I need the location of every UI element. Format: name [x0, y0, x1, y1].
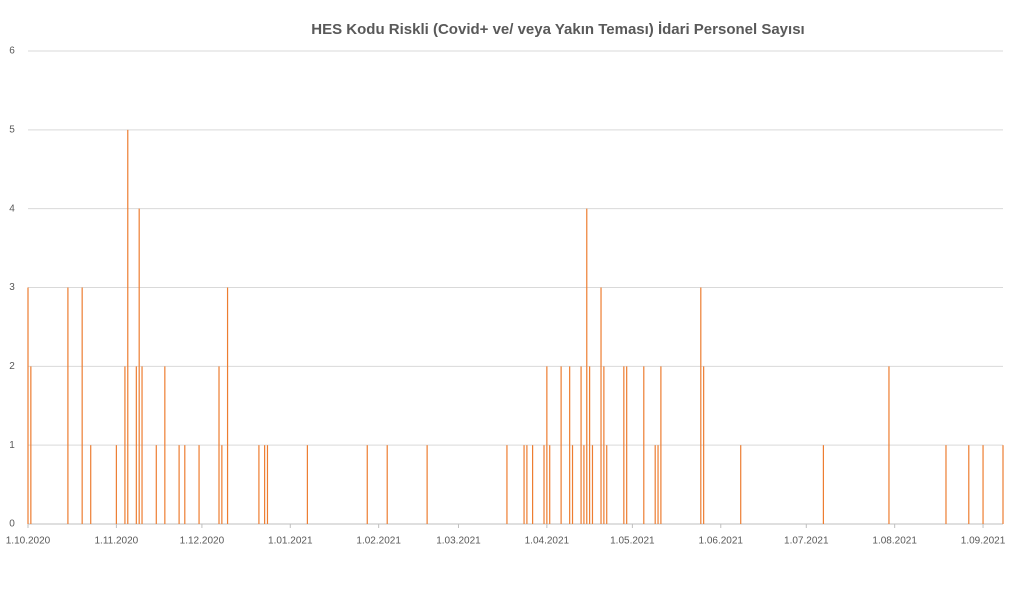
x-tick-label: 1.06.2021: [699, 536, 744, 547]
x-tick-label: 1.05.2021: [610, 536, 655, 547]
chart-title: HES Kodu Riskli (Covid+ ve/ veya Yakın T…: [311, 21, 804, 38]
x-tick-label: 1.04.2021: [525, 536, 570, 547]
y-tick-label: 6: [9, 46, 15, 57]
x-tick-label: 1.02.2021: [356, 536, 401, 547]
x-tick-label: 1.10.2020: [6, 536, 51, 547]
x-tick-label: 1.01.2021: [268, 536, 313, 547]
x-tick-label: 1.03.2021: [436, 536, 481, 547]
x-tick-label: 1.12.2020: [180, 536, 225, 547]
x-tick-label: 1.11.2020: [95, 536, 139, 547]
y-tick-label: 3: [9, 282, 15, 293]
x-tick-label: 1.07.2021: [784, 536, 829, 547]
y-tick-label: 0: [9, 519, 15, 530]
y-tick-label: 5: [9, 124, 15, 135]
y-tick-label: 2: [9, 361, 15, 372]
y-tick-label: 1: [9, 440, 15, 451]
x-tick-label: 1.09.2021: [961, 536, 1006, 547]
y-tick-label: 4: [9, 203, 15, 214]
x-tick-label: 1.08.2021: [872, 536, 917, 547]
